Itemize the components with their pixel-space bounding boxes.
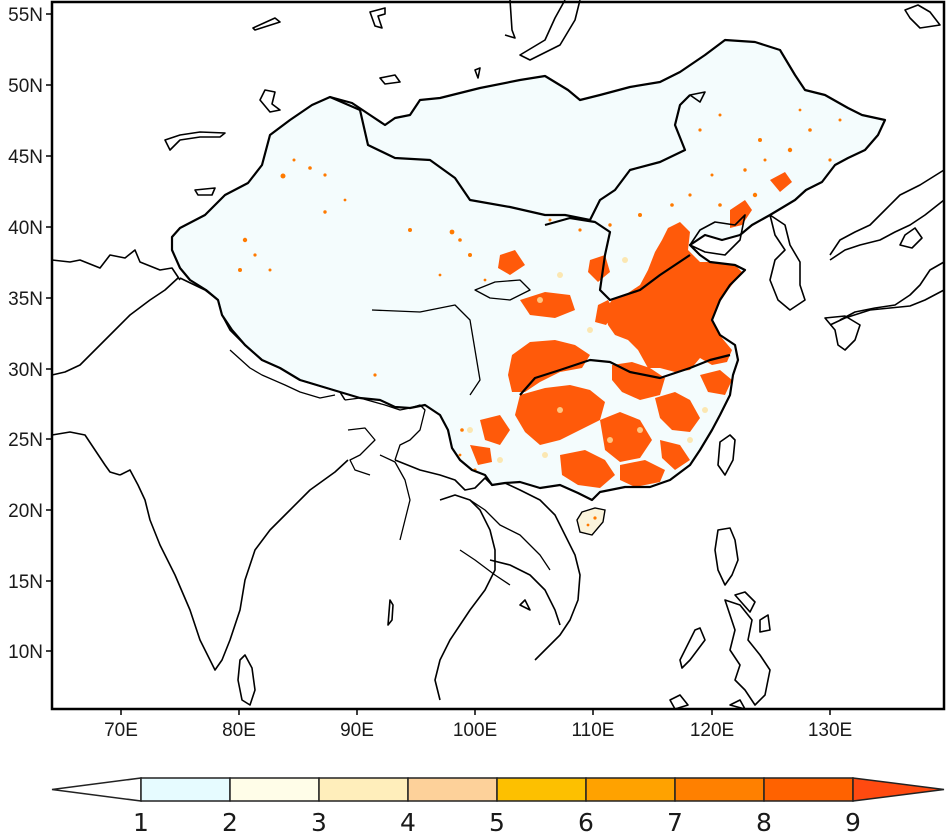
colorbar-bin-5-6 <box>496 777 587 802</box>
y-axis: 55N 50N 45N 40N 35N 30N 25N 20N 15N 10N <box>8 5 52 663</box>
x-tick-label: 110E <box>572 720 615 741</box>
colorbar-bin-7-8 <box>674 777 765 802</box>
colorbar-extend-low <box>51 777 142 802</box>
colorbar-bin-3-4 <box>318 777 409 802</box>
colorbar-bin-4-5 <box>407 777 498 802</box>
colorbar-label: 4 <box>400 808 416 837</box>
x-axis: 70E 80E 90E 100E 110E 120E 130E <box>104 709 852 741</box>
colorbar: 1 2 3 4 5 6 7 8 9 <box>51 777 945 837</box>
coastlines <box>51 0 945 710</box>
y-tick-label: 50N <box>8 76 43 97</box>
colorbar-label: 7 <box>667 808 683 837</box>
y-tick-label: 10N <box>8 642 43 663</box>
map-content <box>51 0 945 710</box>
x-tick-label: 70E <box>104 720 138 741</box>
y-tick-label: 20N <box>8 501 43 522</box>
x-tick-label: 90E <box>340 720 374 741</box>
mixed-value-texture <box>467 257 708 463</box>
y-tick-label: 15N <box>8 572 43 593</box>
y-tick-label: 55N <box>8 5 43 26</box>
y-tick-label: 45N <box>8 147 43 168</box>
y-tick-label: 35N <box>8 289 43 310</box>
colorbar-extend-high <box>852 777 945 802</box>
colorbar-label: 2 <box>222 808 238 837</box>
colorbar-bin-1-2 <box>140 777 231 802</box>
colorbar-label: 8 <box>756 808 772 837</box>
colorbar-label: 9 <box>845 808 861 837</box>
x-tick-label: 100E <box>453 720 497 741</box>
x-tick-label: 120E <box>690 720 734 741</box>
colorbar-bin-8-9 <box>763 777 854 802</box>
x-tick-label: 130E <box>808 720 852 741</box>
colorbar-label: 6 <box>578 808 594 837</box>
y-tick-label: 40N <box>8 218 43 239</box>
map-frame <box>50 0 946 711</box>
x-tick-label: 80E <box>222 720 256 741</box>
colorbar-bin-2-3 <box>229 777 320 802</box>
high-value-patches <box>470 172 792 488</box>
colorbar-label: 5 <box>489 808 505 837</box>
colorbar-label: 3 <box>311 808 327 837</box>
colorbar-label: 1 <box>133 808 149 837</box>
colorbar-bin-6-7 <box>585 777 676 802</box>
y-tick-label: 30N <box>8 360 43 381</box>
y-tick-label: 25N <box>8 430 43 451</box>
scattered-points <box>238 108 842 527</box>
hainan-data-region <box>576 507 606 536</box>
